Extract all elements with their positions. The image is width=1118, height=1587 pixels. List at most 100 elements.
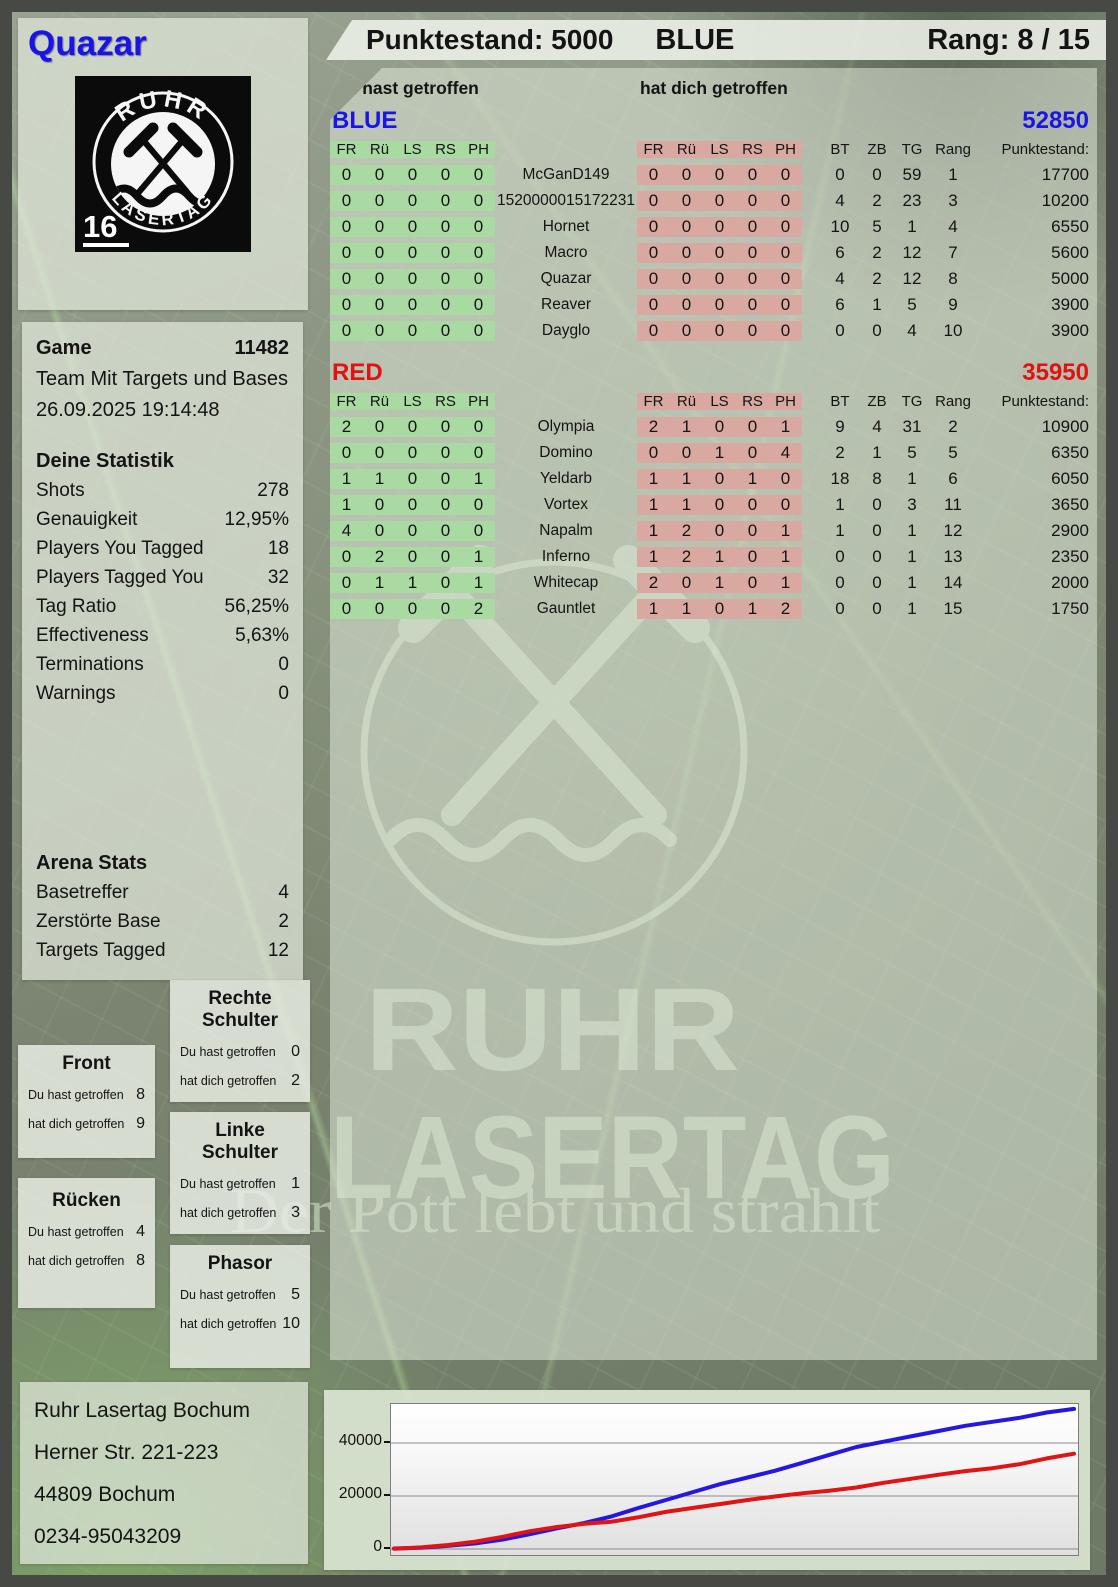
you-hit-header: Du hast getroffen (334, 78, 479, 98)
player-name-cell: Domino (539, 444, 593, 461)
pack-number: 16 (83, 209, 117, 244)
stat-row: Zerstörte Base 2 (36, 907, 289, 936)
col-header: ZB (867, 392, 887, 410)
you-hit-cell: 0 (429, 573, 462, 593)
team-tables: BLUE 52850 FR Rü LS RS PH FR Rü LS RS PH BT ZB TG Rang P… (330, 106, 1097, 622)
stat-cell: 4 (872, 417, 882, 436)
col-header: LS (396, 140, 429, 158)
hit-you-cell: 0 (670, 443, 703, 463)
stat-cell: 5600 (1051, 243, 1089, 262)
stat-label: Players You Tagged (36, 538, 204, 559)
col-header: TG (901, 392, 923, 410)
table-header-row: FR Rü LS RS PH FR Rü LS RS PH BT ZB TG Rang Punktestan… (330, 388, 1097, 414)
you-hit-cell: 0 (396, 495, 429, 515)
player-row: 2 0 0 0 0 Olympia 2 1 0 0 1 9 4 31 2 10900 (330, 414, 1097, 440)
team-score: 52850 (1022, 107, 1089, 134)
stat-cell: 10900 (1041, 417, 1089, 436)
hit-you-cell: 0 (703, 521, 736, 541)
stat-row: Players You Tagged 18 (36, 534, 289, 563)
hit-you-cell: 1 (670, 495, 703, 515)
hit-you-cell: 1 (637, 521, 670, 541)
you-hit-cell: 0 (330, 191, 363, 211)
stat-cell: 3 (907, 495, 917, 514)
stat-cell: 6 (835, 295, 845, 314)
you-hit-cell: 2 (363, 547, 396, 567)
hit-you-label: hat dich getroffen (28, 1254, 125, 1268)
hit-you-cell: 0 (670, 165, 703, 185)
col-header: RS (429, 392, 462, 410)
stat-cell: 2 (872, 243, 882, 262)
player-name-cell: McGanD149 (522, 166, 610, 183)
stat-cell: 10 (830, 217, 850, 236)
hit-you-cell: 0 (703, 321, 736, 341)
stat-cell: 17700 (1041, 165, 1089, 184)
y-tick-label: 40000 (338, 1432, 382, 1449)
stat-cell: 3650 (1051, 495, 1089, 514)
stat-cell: 11 (944, 495, 962, 514)
stat-cell: 0 (872, 599, 882, 618)
player-row: 4 0 0 0 0 Napalm 1 2 0 0 1 1 0 1 12 2900 (330, 518, 1097, 544)
hit-you-cell: 0 (703, 469, 736, 489)
you-hit-cell: 0 (363, 321, 396, 341)
stat-label: Players Tagged You (36, 567, 204, 588)
you-hit-cell: 1 (363, 573, 396, 593)
player-row: 0 0 0 0 0 McGanD149 0 0 0 0 0 0 0 59 1 17700 (330, 162, 1097, 188)
hit-you-cell: 0 (769, 495, 802, 515)
bodypart-title: Front (62, 1053, 111, 1074)
hit-you-cell: 0 (670, 243, 703, 263)
you-hit-cell: 1 (462, 573, 495, 593)
team-score-row: BLUE 52850 (330, 106, 1097, 136)
score-line-blue (392, 1406, 1076, 1551)
hit-you-cell: 0 (703, 191, 736, 211)
stat-cell: 1 (872, 443, 882, 462)
you-hit-cell: 1 (330, 495, 363, 515)
hit-you-cell: 1 (637, 599, 670, 619)
stat-cell: 6050 (1051, 469, 1089, 488)
hit-you-cell: 1 (703, 443, 736, 463)
bodypart-linke-schulter: Linke Schulter Du hast getroffen 1 hat d… (170, 1112, 310, 1234)
player-row: 1 0 0 0 0 Vortex 1 1 0 0 0 1 0 3 11 3650 (330, 492, 1097, 518)
hit-you-cell: 0 (670, 321, 703, 341)
you-hit-cell: 0 (396, 521, 429, 541)
player-name-cell: Gauntlet (536, 600, 596, 617)
player-name-cell: 1520000015172231 (497, 192, 635, 209)
you-hit-cell: 0 (462, 443, 495, 463)
you-hit-cell: 0 (396, 295, 429, 315)
stat-cell: 1 (907, 599, 917, 618)
you-hit-cell: 0 (429, 191, 462, 211)
stat-cell: 2000 (1051, 573, 1089, 592)
hit-you-cell: 0 (736, 547, 769, 567)
player-row: 1 1 0 0 1 Yeldarb 1 1 0 1 0 18 8 1 6 6050 (330, 466, 1097, 492)
col-header: RS (429, 140, 462, 158)
hit-you-cell: 0 (736, 295, 769, 315)
you-hit-cell: 0 (396, 547, 429, 567)
stat-cell: 10 (943, 321, 963, 340)
address-line: 44809 Bochum (34, 1483, 176, 1506)
you-hit-cell: 0 (396, 269, 429, 289)
col-header: RS (736, 140, 769, 158)
wave-icon (111, 184, 215, 208)
venue-address-panel: Ruhr Lasertag Bochum Herner Str. 221-223 4… (20, 1382, 308, 1564)
stat-cell: 5 (907, 443, 917, 462)
hit-you-cell: 0 (703, 243, 736, 263)
stat-row: Warnings 0 (36, 679, 289, 708)
stat-cell: 2 (872, 269, 882, 288)
stat-cell: 0 (835, 547, 845, 566)
you-hit-cell: 0 (396, 217, 429, 237)
stat-cell: 4 (835, 269, 845, 288)
you-hit-cell: 0 (396, 243, 429, 263)
hit-you-cell: 0 (637, 295, 670, 315)
you-hit-cell: 0 (363, 443, 396, 463)
hit-you-label: hat dich getroffen (180, 1074, 277, 1088)
hit-you-label: hat dich getroffen (180, 1317, 277, 1331)
hit-you-cell: 0 (637, 217, 670, 237)
hit-you-cell: 4 (769, 443, 802, 463)
bodypart-rechte-schulter: Rechte Schulter Du hast getroffen 0 hat … (170, 980, 310, 1102)
y-tick-label: 0 (373, 1538, 382, 1555)
you-hit-cell: 0 (462, 217, 495, 237)
hit-you-cell: 1 (637, 495, 670, 515)
stat-cell: 2 (835, 443, 845, 462)
stat-label: Shots (36, 480, 85, 501)
stat-cell: 5 (872, 217, 882, 236)
hit-you-value: 10 (282, 1315, 300, 1332)
